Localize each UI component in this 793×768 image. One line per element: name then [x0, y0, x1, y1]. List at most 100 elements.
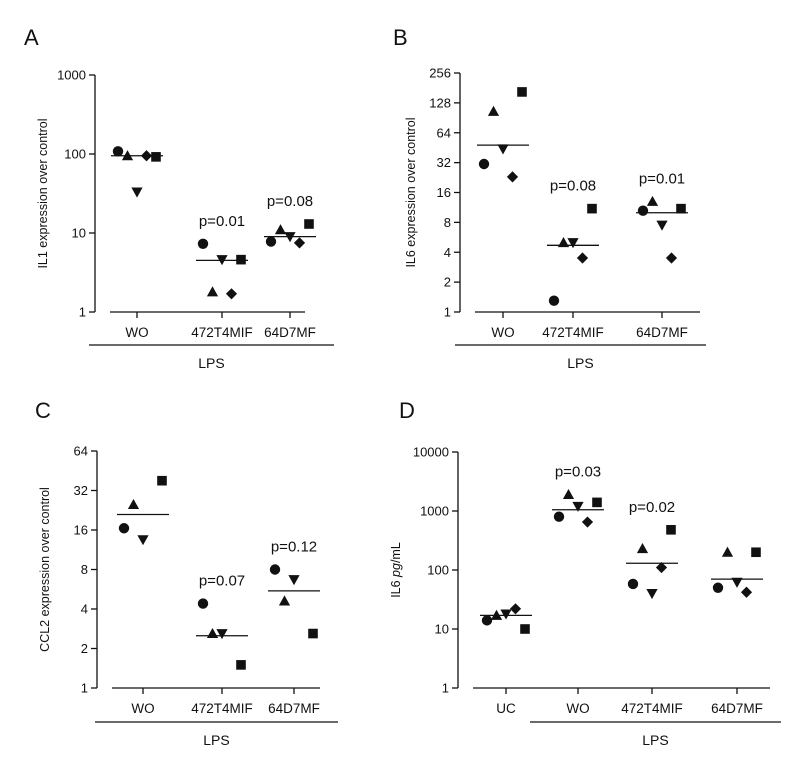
panel-d: D 1 10 100 1000 10000 IL6 pg/mL UC WO 472T4MIF 64D… — [389, 398, 781, 748]
data-point-square — [520, 624, 530, 634]
y-tick-label: 1 — [81, 681, 88, 696]
category-label: 64D7MF — [711, 701, 763, 716]
data-point-triangle-down — [216, 255, 228, 266]
y-tick-label: 256 — [429, 66, 451, 81]
data-point-triangle — [646, 195, 659, 206]
y-axis-title-part: pg — [389, 563, 403, 578]
panel-a: A 1 10 100 1000 IL1 expression over control WO… — [24, 25, 334, 371]
data-point-diamond — [581, 516, 594, 528]
data-point-triangle-down — [137, 535, 149, 546]
y-tick-label: 10 — [72, 226, 86, 241]
data-point-diamond — [506, 171, 519, 183]
data-point-square — [236, 254, 246, 265]
data-point-diamond — [225, 288, 238, 300]
y-tick-label: 1000 — [57, 68, 86, 83]
data-point-triangle — [127, 498, 140, 510]
category-label: WO — [125, 325, 148, 340]
data-point-triangle — [721, 546, 734, 557]
data-point-circle — [627, 578, 639, 590]
data-point-circle — [269, 564, 281, 575]
data-point-triangle — [636, 543, 649, 554]
data-point-circle — [118, 523, 130, 534]
data-point-triangle — [490, 609, 503, 620]
y-tick-label: 16 — [437, 185, 451, 200]
y-tick-label: 100 — [427, 563, 449, 578]
data-point-diamond — [740, 586, 753, 598]
y-tick-label: 64 — [437, 125, 451, 140]
p-value-label: p=0.01 — [199, 213, 245, 230]
data-point-triangle-down — [288, 575, 300, 586]
category-label: WO — [131, 701, 154, 716]
y-tick-label: 8 — [81, 562, 88, 577]
y-tick-label: 8 — [444, 215, 451, 230]
y-axis-title: IL6 pg/mL — [389, 542, 403, 598]
data-point-triangle-down — [131, 187, 143, 198]
y-tick-label: 4 — [81, 602, 88, 617]
category-label: 64D7MF — [636, 325, 688, 340]
data-point-triangle — [487, 105, 500, 116]
data-point-triangle-down — [646, 588, 658, 600]
p-value-label: p=0.07 — [199, 573, 245, 590]
data-point-triangle-down — [216, 629, 228, 640]
y-tick-label: 1 — [442, 681, 449, 696]
p-value-label: p=0.03 — [555, 464, 601, 481]
data-point-square — [676, 203, 686, 214]
y-axis-title-part: /mL — [389, 542, 403, 563]
lps-group-label: LPS — [203, 732, 229, 748]
y-axis-title: IL6 expression over control — [404, 117, 418, 267]
y-tick-label: 32 — [437, 155, 451, 170]
panel-c: C 1 2 4 8 16 32 64 CCL2 expression over control W… — [35, 398, 338, 748]
category-label: 472T4MIF — [191, 325, 253, 340]
data-point-circle — [712, 582, 724, 593]
p-value-label: p=0.02 — [629, 499, 675, 516]
category-label: 472T4MIF — [542, 325, 604, 340]
p-value-label: p=0.08 — [267, 193, 313, 210]
data-point-square — [157, 475, 167, 486]
category-label: 472T4MIF — [191, 701, 253, 716]
data-point-circle — [548, 295, 560, 306]
data-point-circle — [112, 146, 124, 157]
category-label: 64D7MF — [264, 325, 316, 340]
data-point-diamond — [576, 252, 589, 264]
y-tick-label: 10000 — [413, 445, 449, 460]
data-point-square — [308, 628, 318, 639]
panel-letter: D — [399, 398, 415, 423]
data-point-diamond — [665, 252, 678, 264]
data-point-triangle — [278, 595, 291, 606]
data-point-circle — [553, 511, 565, 522]
data-point-triangle-down — [284, 232, 296, 243]
data-point-diamond — [293, 237, 306, 249]
y-axis-title: CCL2 expression over control — [38, 487, 52, 652]
data-point-triangle — [121, 150, 134, 161]
data-point-circle — [637, 205, 649, 216]
data-point-triangle — [562, 488, 575, 500]
data-point-circle — [197, 598, 209, 609]
panel-letter: B — [393, 25, 408, 50]
category-label: WO — [566, 701, 589, 716]
data-point-square — [304, 219, 314, 229]
category-label: WO — [491, 325, 514, 340]
y-tick-label: 100 — [64, 147, 86, 162]
data-point-triangle-down — [572, 501, 584, 512]
panel-letter: A — [24, 25, 39, 50]
category-label: 472T4MIF — [621, 701, 683, 716]
p-value-label: p=0.01 — [639, 170, 685, 187]
panel-letter: C — [35, 398, 51, 423]
data-point-square — [751, 547, 761, 558]
data-point-diamond — [509, 603, 522, 615]
data-point-square — [666, 525, 676, 535]
y-tick-label: 64 — [74, 444, 88, 459]
data-point-triangle-down — [731, 577, 743, 588]
data-point-square — [236, 660, 246, 670]
data-point-circle — [265, 236, 277, 247]
data-point-square — [151, 152, 161, 162]
data-point-triangle-down — [497, 144, 509, 155]
data-point-square — [587, 203, 597, 214]
data-point-triangle-down — [567, 238, 579, 249]
lps-group-label: LPS — [642, 732, 668, 748]
category-label: 64D7MF — [268, 701, 320, 716]
data-point-triangle-down — [656, 220, 668, 231]
lps-group-label: LPS — [198, 355, 224, 371]
data-point-circle — [478, 158, 490, 170]
